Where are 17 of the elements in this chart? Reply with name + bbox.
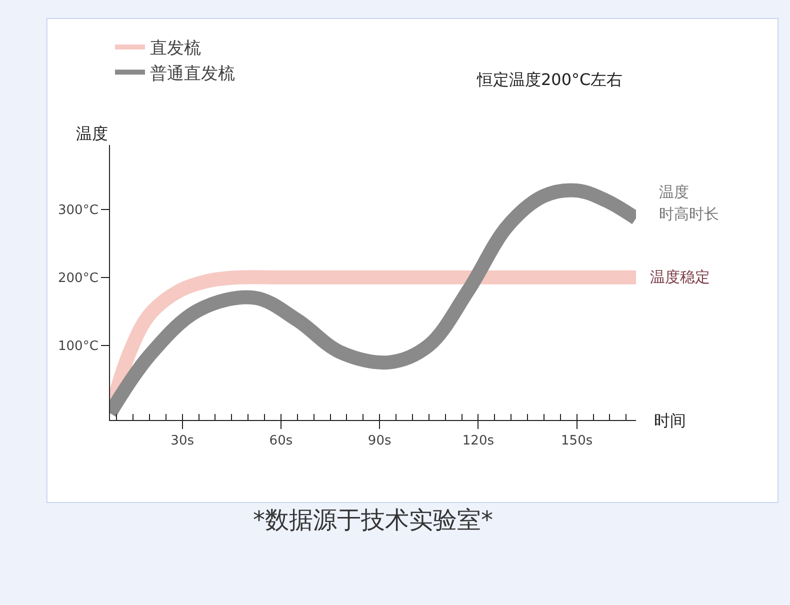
x-axis-title: 时间 xyxy=(654,411,686,430)
x-tick-label: 120s xyxy=(462,434,494,449)
y-tick-label: 300°C xyxy=(58,203,98,218)
y-tick-label: 100°C xyxy=(58,338,98,354)
y-tick-label: 200°C xyxy=(58,270,98,286)
x-tick-label: 90s xyxy=(368,434,392,449)
legend-label: 直发梳 xyxy=(150,38,201,59)
annotation: 温度稳定 xyxy=(650,268,710,286)
x-tick-label: 150s xyxy=(561,434,593,449)
legend-label: 普通直发梳 xyxy=(150,64,235,84)
text: *数据源于技术实验室* xyxy=(253,506,493,534)
text: 恒定温度200°C左右 xyxy=(476,70,623,89)
text: 时高时长 xyxy=(659,205,719,223)
y-axis-title: 温度 xyxy=(76,124,108,143)
x-tick-label: 30s xyxy=(170,434,194,449)
text: 温度 xyxy=(659,183,689,201)
x-tick-label: 60s xyxy=(269,434,293,449)
